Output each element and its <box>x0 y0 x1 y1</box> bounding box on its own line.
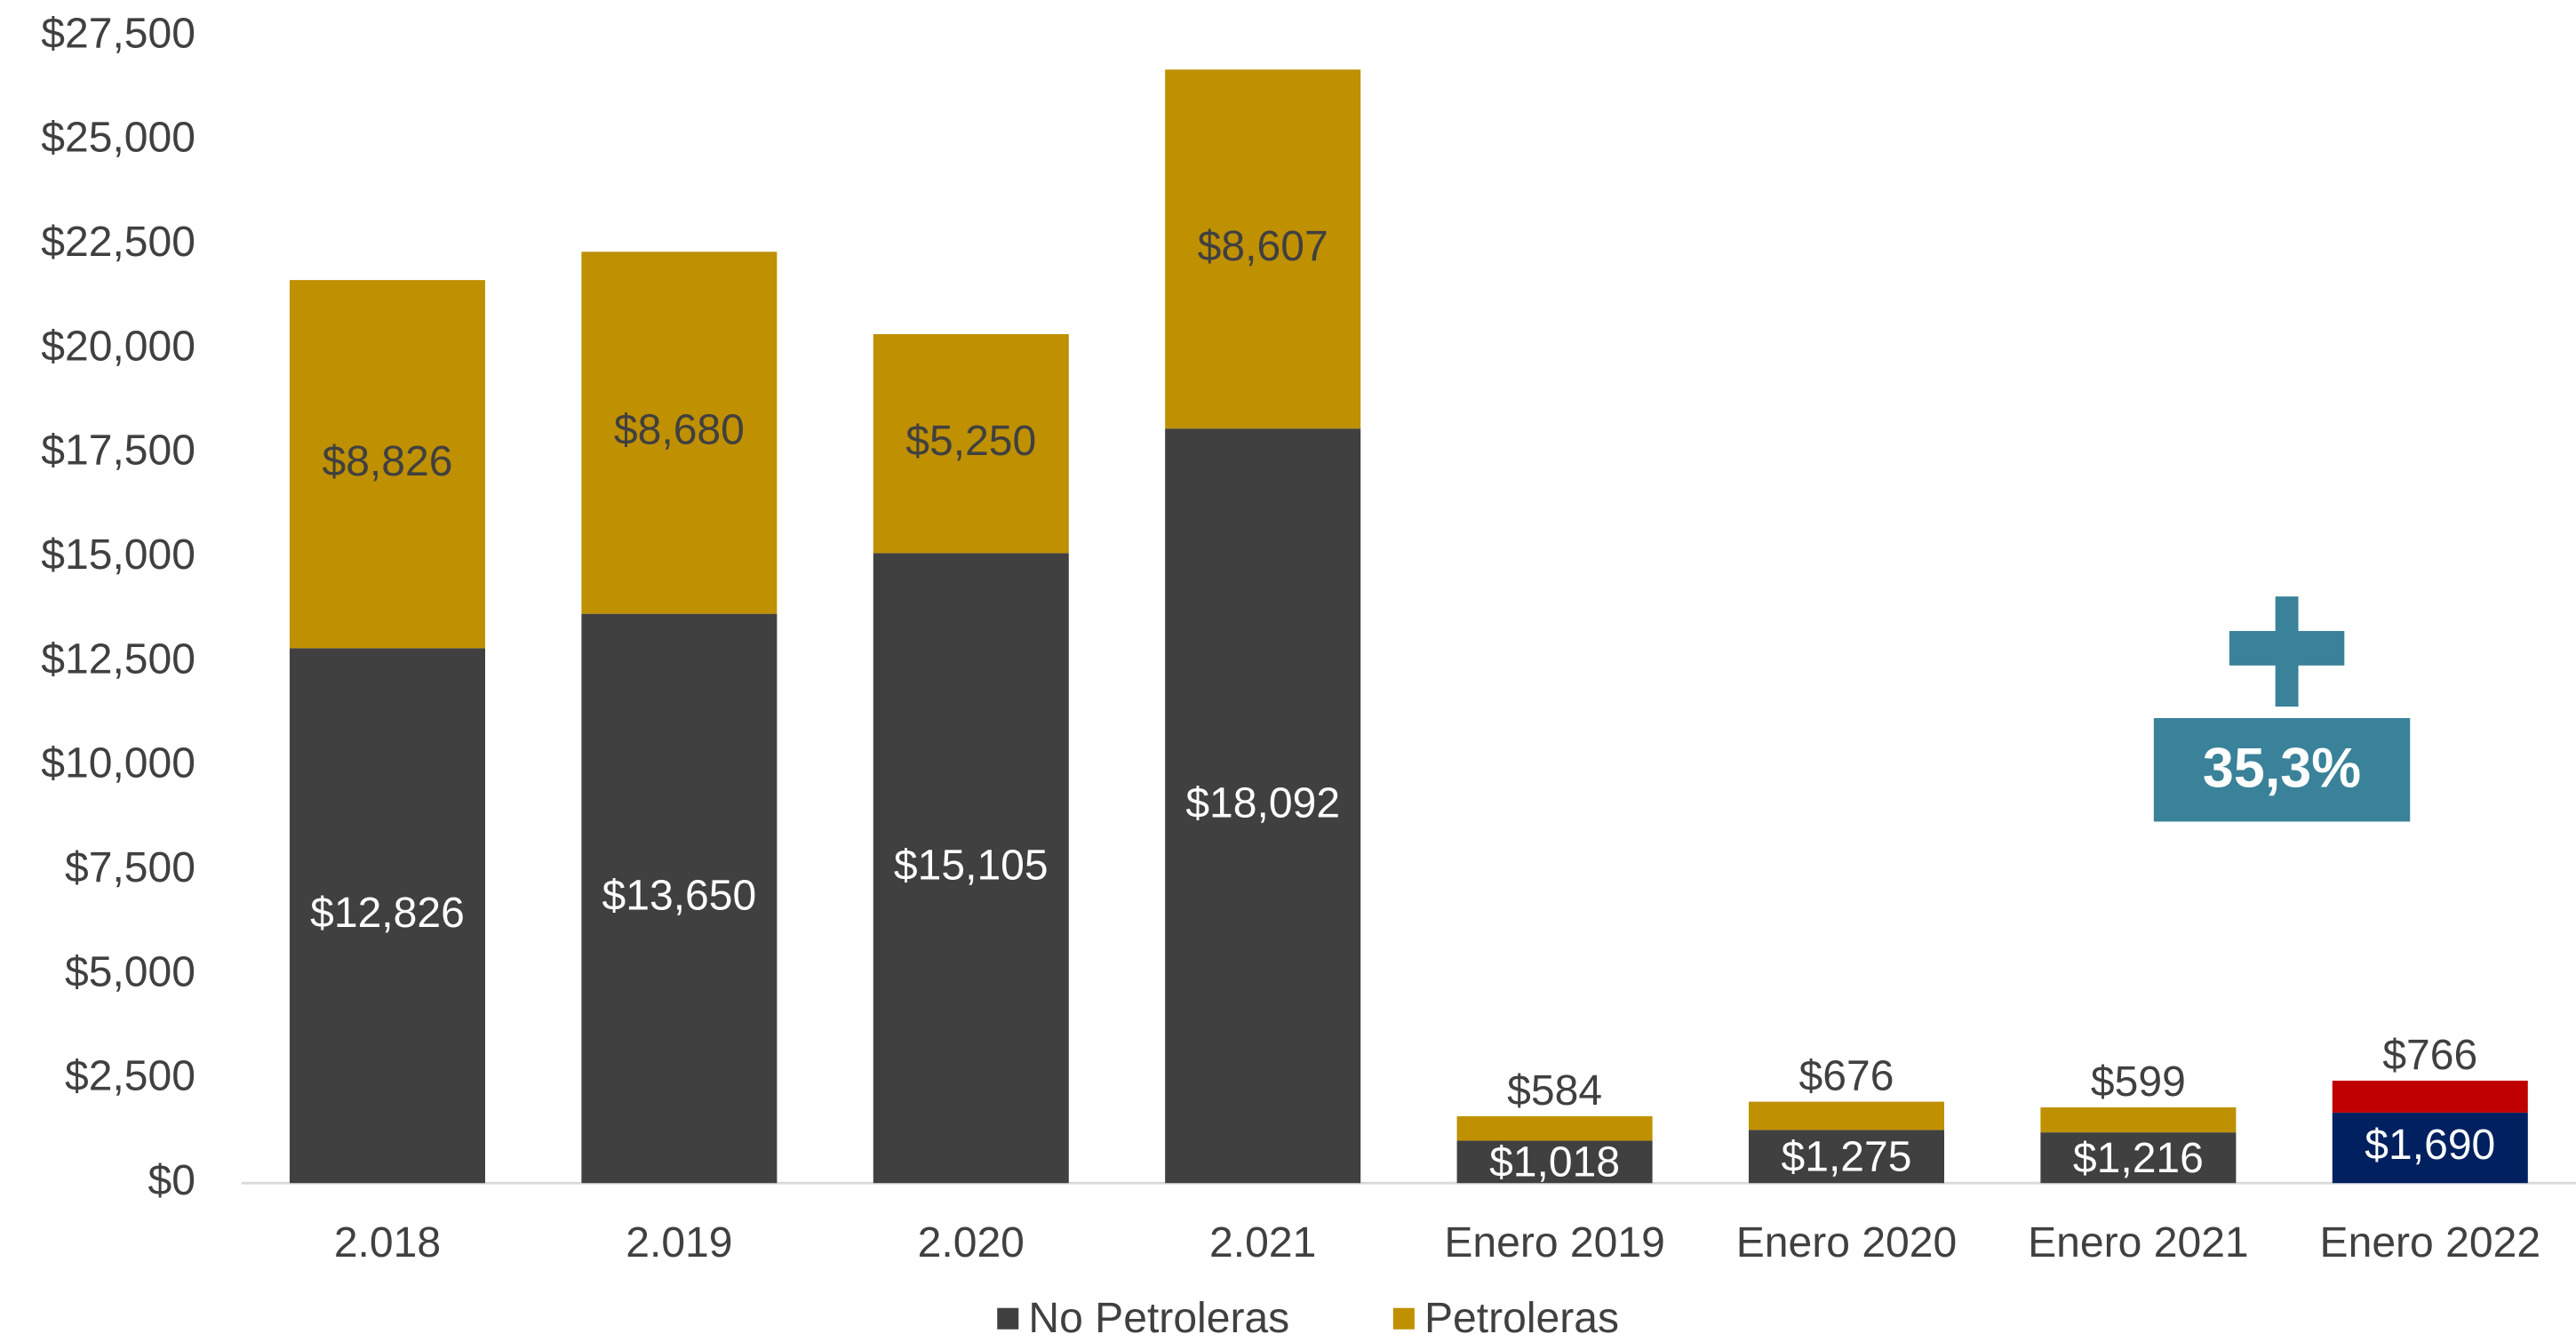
data-label: $1,690 <box>2365 1121 2495 1169</box>
data-label: $8,607 <box>1198 222 1328 270</box>
y-tick-label: $5,000 <box>65 947 195 995</box>
legend-label: No Petroleras <box>1028 1294 1289 1342</box>
y-tick-label: $27,500 <box>41 9 195 57</box>
data-label: $8,826 <box>322 437 452 485</box>
x-tick-label: Enero 2022 <box>2320 1218 2541 1266</box>
x-tick-label: 2.021 <box>1209 1218 1316 1266</box>
legend-swatch <box>1392 1307 1415 1330</box>
bar-segment <box>1165 428 1361 1184</box>
bar-segment <box>1456 1140 1653 1184</box>
bar-segment <box>289 280 485 649</box>
data-label: $1,216 <box>2073 1134 2204 1182</box>
data-label: $584 <box>1507 1066 1602 1114</box>
bar-segment <box>1165 69 1361 429</box>
x-tick-label: 2.018 <box>334 1218 441 1266</box>
bar-segment <box>2332 1080 2528 1113</box>
y-tick-label: $7,500 <box>65 843 195 891</box>
x-tick-label: Enero 2019 <box>1444 1218 1665 1266</box>
bar-segment <box>2332 1112 2528 1184</box>
x-tick-label: Enero 2021 <box>2028 1218 2249 1266</box>
bar-segment <box>581 613 778 1184</box>
bar-segment <box>1748 1101 1945 1130</box>
bar-segment <box>2040 1107 2237 1133</box>
data-label: $12,826 <box>310 889 465 937</box>
y-tick-label: $15,000 <box>41 531 195 579</box>
y-tick-label: $10,000 <box>41 739 195 787</box>
data-label: $676 <box>1799 1051 1894 1099</box>
x-tick-label: 2.019 <box>626 1218 732 1266</box>
bar-segment <box>581 252 778 614</box>
data-label: $15,105 <box>894 841 1049 889</box>
y-tick-label: $25,000 <box>41 114 195 162</box>
bar-segment <box>1748 1130 1945 1184</box>
x-tick-label: 2.020 <box>918 1218 1025 1266</box>
data-label: $1,275 <box>1781 1133 1911 1181</box>
legend-label: Petroleras <box>1424 1294 1619 1342</box>
data-label: $599 <box>2091 1058 2186 1106</box>
data-label: $5,250 <box>905 417 1036 465</box>
y-tick-label: $12,500 <box>41 635 195 683</box>
annotation-box <box>2153 717 2411 822</box>
data-label: $13,650 <box>602 872 757 920</box>
data-label: $766 <box>2382 1031 2477 1079</box>
bar-segment <box>873 333 1069 554</box>
y-tick-label: $20,000 <box>41 322 195 370</box>
data-label: $8,680 <box>614 406 745 454</box>
bar-segment <box>873 553 1069 1184</box>
y-tick-label: $0 <box>148 1156 195 1204</box>
y-tick-label: $17,500 <box>41 427 195 475</box>
annotation: 35,3% <box>2203 738 2361 800</box>
legend-swatch <box>997 1307 1019 1330</box>
data-label: $18,092 <box>1185 779 1340 827</box>
bar-segment <box>1456 1116 1653 1141</box>
data-label: $1,018 <box>1489 1138 1620 1186</box>
increase-badge: 35,3% <box>2153 596 2411 822</box>
bar-segment <box>289 648 485 1184</box>
y-tick-label: $2,500 <box>65 1052 195 1100</box>
y-tick-label: $22,500 <box>41 218 195 266</box>
plus-icon-horizontal <box>2229 630 2345 666</box>
x-tick-label: Enero 2020 <box>1736 1218 1958 1266</box>
bar-segment <box>2040 1132 2237 1184</box>
